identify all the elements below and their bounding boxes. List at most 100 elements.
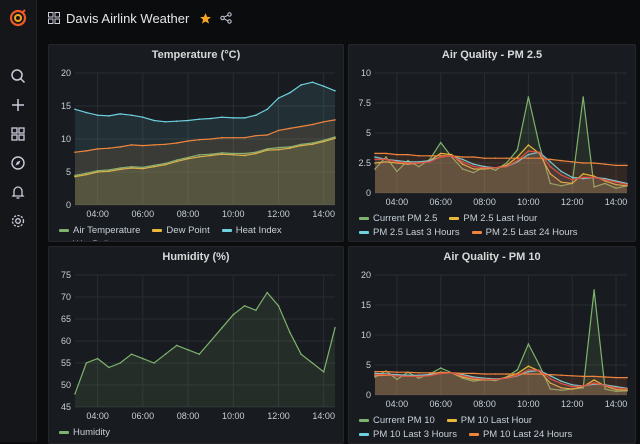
x-tick-label: 10:00 <box>517 197 540 207</box>
data-point <box>494 378 497 381</box>
data-point <box>560 389 563 391</box>
pm25-panel[interactable]: Air Quality - PM 2.5 0 2.5 5 7.5 10 04:00 06:0… <box>348 44 636 242</box>
y-tick-label: 15 <box>361 300 371 310</box>
data-point <box>571 179 573 181</box>
data-point <box>527 365 530 367</box>
data-point <box>85 172 88 175</box>
data-point <box>615 164 617 167</box>
series-line <box>375 369 628 390</box>
data-point <box>560 380 563 382</box>
alerting-icon[interactable] <box>8 182 28 202</box>
data-point <box>429 161 431 163</box>
data-point <box>560 170 563 173</box>
data-point <box>571 388 573 390</box>
data-point <box>164 353 167 355</box>
settings-icon[interactable] <box>8 211 28 231</box>
data-point <box>494 373 497 375</box>
x-tick-label: 14:00 <box>312 209 335 219</box>
data-point <box>142 167 144 170</box>
data-point <box>615 376 617 379</box>
data-point <box>374 158 376 161</box>
dashboard-title[interactable]: Davis Airlink Weather <box>66 10 190 26</box>
dashboards-icon[interactable] <box>8 124 28 144</box>
data-point <box>300 353 302 355</box>
data-point <box>221 136 223 139</box>
x-tick-label: 04:00 <box>86 209 109 219</box>
dashboard-grid-icon[interactable] <box>48 12 60 24</box>
legend-item[interactable]: PM 2.5 Last Hour <box>449 213 537 224</box>
data-point <box>396 373 398 376</box>
legend-item[interactable]: Air Temperature <box>59 225 140 236</box>
data-point <box>232 154 235 156</box>
explore-icon[interactable] <box>8 153 28 173</box>
search-icon[interactable] <box>8 66 28 86</box>
legend-item[interactable]: Heat Index <box>221 225 282 236</box>
data-point <box>461 168 464 170</box>
legend-item[interactable]: PM 2.5 Last 3 Hours <box>359 227 460 238</box>
data-point <box>209 153 212 155</box>
legend-swatch <box>359 231 369 234</box>
y-tick-label: 65 <box>61 314 71 324</box>
pm10-panel[interactable]: Air Quality - PM 10 0 5 10 15 20 04:00 06:00 08… <box>348 246 636 444</box>
data-point <box>527 343 530 345</box>
data-point <box>266 108 268 111</box>
legend-label: Dew Point <box>166 225 210 236</box>
data-point <box>396 159 398 162</box>
plus-icon[interactable] <box>8 95 28 115</box>
legend-item[interactable]: Dew Point <box>152 225 210 236</box>
data-point <box>119 362 121 364</box>
legend-item[interactable]: PM 10 Last 24 Hours <box>468 429 572 440</box>
data-point <box>560 181 563 183</box>
data-point <box>243 136 246 139</box>
data-point <box>560 387 563 389</box>
legend-label: Current PM 10 <box>373 415 435 426</box>
data-point <box>582 375 584 378</box>
data-point <box>461 376 464 378</box>
data-point <box>593 289 595 291</box>
data-point <box>571 176 573 179</box>
x-tick-label: 04:00 <box>386 399 409 409</box>
data-point <box>450 372 453 374</box>
x-tick-label: 14:00 <box>605 399 628 409</box>
data-point <box>615 390 617 393</box>
y-tick-label: 0 <box>66 200 71 210</box>
x-tick-label: 04:00 <box>386 197 409 207</box>
data-point <box>505 157 508 159</box>
legend-item[interactable]: PM 2.5 Nowcast <box>359 241 442 242</box>
data-point <box>74 175 76 178</box>
temperature-panel[interactable]: Temperature (°C) 0 5 10 15 20 04:00 06:00 08:00… <box>48 44 344 242</box>
x-tick-label: 08:00 <box>177 209 200 219</box>
data-point <box>266 291 268 294</box>
data-point <box>74 393 76 395</box>
data-point <box>374 168 376 170</box>
data-point <box>277 148 280 151</box>
legend-item[interactable]: Current PM 2.5 <box>359 213 437 224</box>
legend-swatch <box>471 231 482 234</box>
data-point <box>516 149 519 151</box>
legend-swatch <box>468 433 479 436</box>
y-tick-label: 5 <box>366 128 371 138</box>
x-tick-label: 10:00 <box>222 209 245 219</box>
data-point <box>334 137 336 140</box>
legend-item[interactable]: Wet Bulb <box>59 239 111 241</box>
legend-item[interactable]: PM 2.5 Last 24 Hours <box>471 227 578 238</box>
grafana-logo-icon[interactable] <box>8 8 28 28</box>
data-point <box>374 372 376 375</box>
data-point <box>538 369 541 372</box>
data-point <box>130 114 133 116</box>
data-point <box>407 153 409 156</box>
star-icon[interactable] <box>199 12 212 25</box>
legend-item[interactable]: PM 10 Last 3 Hours <box>359 429 457 440</box>
data-point <box>311 123 314 126</box>
legend-item[interactable]: PM 10 Last Hour <box>446 415 532 426</box>
legend-item[interactable]: Humidity <box>59 427 110 438</box>
series-area <box>375 97 627 193</box>
legend-item[interactable]: Current PM 10 <box>359 415 435 426</box>
data-point <box>374 162 376 164</box>
humidity-panel[interactable]: Humidity (%) 45 50 55 60 65 70 75 04:00 06:00 08:… <box>48 246 344 444</box>
data-point <box>277 305 280 307</box>
data-point <box>527 370 530 373</box>
data-point <box>96 171 99 173</box>
share-icon[interactable] <box>220 12 233 24</box>
x-tick-label: 06:00 <box>429 197 452 207</box>
